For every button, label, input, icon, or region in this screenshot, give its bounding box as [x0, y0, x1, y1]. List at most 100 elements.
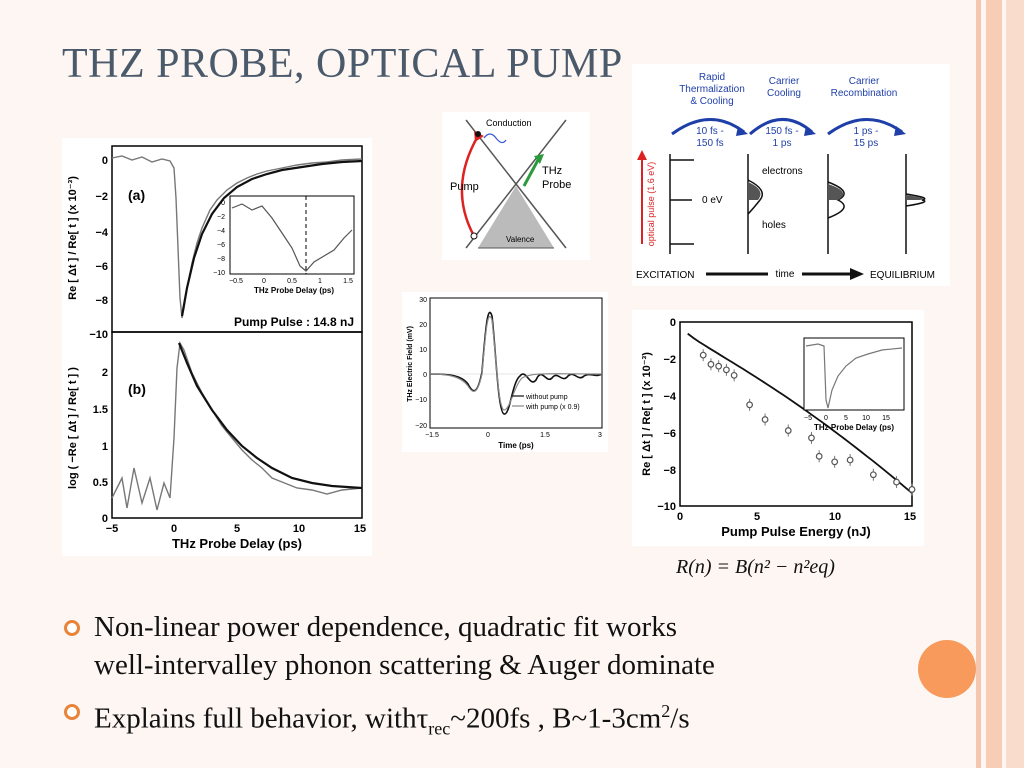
ytick-b: 0.5: [93, 477, 108, 489]
time1-line1: 10 fs -: [696, 126, 724, 137]
xtick: 0: [171, 523, 177, 535]
rate-equation: R(n) = B(n² − n²eq): [676, 556, 835, 578]
inset-ytick: −6: [217, 242, 225, 249]
ytick-b: 1.5: [93, 404, 108, 416]
xtick: 0: [677, 511, 683, 523]
data-point: [808, 434, 815, 442]
inset-ytick: −8: [217, 256, 225, 263]
probe-label-2: Probe: [542, 179, 571, 191]
ytick: 0: [423, 372, 427, 379]
data-point: [730, 371, 738, 379]
xtick: 0: [486, 432, 490, 439]
bullet-text-line: Non-linear power dependence, quadratic f…: [94, 611, 677, 643]
stage2-line1: Carrier: [769, 76, 800, 87]
time3-line2: 15 ps: [854, 138, 878, 149]
stage1-line2: Thermalization: [679, 84, 745, 95]
ylabel: THz Electric Field (mV): [407, 326, 414, 402]
time2-line2: 1 ps: [773, 138, 792, 149]
inset-ytick: −4: [217, 228, 225, 235]
inset-xtick: 0.5: [287, 278, 297, 285]
ytick-b: 1: [102, 441, 108, 453]
data-point: [746, 401, 753, 409]
inset-xtick: 1.5: [343, 278, 353, 285]
inset-xlabel: THz Probe Delay (ps): [254, 286, 334, 295]
time3-line1: 1 ps -: [853, 126, 878, 137]
bullet-icon: [64, 704, 80, 720]
ytick: −2: [663, 354, 676, 366]
holes-label: holes: [762, 220, 786, 231]
xtick: 5: [234, 523, 240, 535]
unit-superscript: 2: [661, 701, 671, 721]
data-point: [869, 471, 877, 479]
ylabel: Re [ Δt ] / Re[ t ] (x 10⁻³): [641, 352, 653, 476]
fit-curve: [687, 332, 913, 494]
data-point: [784, 427, 792, 434]
xtick: 15: [354, 523, 366, 535]
legend-without-pump: without pump: [525, 394, 568, 401]
ytick-a: −2: [95, 191, 108, 203]
inset-ytick: 0: [221, 200, 225, 207]
ytick: −8: [663, 465, 676, 477]
ytick: −6: [663, 428, 676, 440]
pump-label: Pump: [450, 181, 479, 193]
ytick-a: 0: [102, 155, 108, 167]
ytick-b: 0: [102, 513, 108, 525]
bullet-icon: [64, 620, 80, 636]
ytick-a: −10: [89, 329, 108, 341]
probe-label-1: THz: [542, 165, 562, 177]
time1-line2: 150 fs: [696, 138, 723, 149]
page-title: THZ PROBE, OPTICAL PUMP: [62, 41, 623, 87]
panel-b-label: (b): [128, 381, 146, 397]
data-point: [831, 458, 839, 466]
excitation-label: EXCITATION: [636, 270, 695, 281]
inset-xtick: 5: [844, 415, 848, 422]
stage3-line1: Carrier: [849, 76, 880, 87]
energy-dependence-plot: −5 0 5 10 15 THz Probe Delay (ps) 0 −2 −…: [632, 310, 924, 546]
ytick: 30: [419, 297, 427, 304]
inset-xlabel: THz Probe Delay (ps): [814, 423, 894, 432]
panel-a-label: (a): [128, 187, 145, 203]
tau-subscript: rec: [428, 718, 451, 739]
figure-decay-traces: 0 −2 −4 −6 −8 −10 −0.5 0 0.5 1 1.5 THz P…: [62, 138, 372, 556]
stage1-line1: Rapid: [699, 72, 725, 83]
inset-xtick: −5: [804, 415, 812, 422]
ytick-b: 2: [102, 367, 108, 379]
data-point: [893, 478, 900, 486]
inset-xtick: 15: [882, 415, 890, 422]
stage2-line2: Cooling: [767, 88, 801, 99]
inset-ytick: −10: [213, 270, 225, 277]
inset-xtick: 0: [824, 415, 828, 422]
bullet-item: Non-linear power dependence, quadratic f…: [62, 608, 962, 684]
xtick: 3: [598, 432, 602, 439]
ylabel-a: Re [ Δt ] / Re[ t ] (x 10⁻³): [67, 176, 79, 300]
data-point: [715, 362, 723, 370]
inset-xtick: 0: [262, 278, 266, 285]
bullet-list: Non-linear power dependence, quadratic f…: [62, 608, 962, 755]
xlabel: Pump Pulse Energy (nJ): [721, 524, 871, 539]
ytick: 0: [670, 317, 676, 329]
inset-xtick: −0.5: [229, 278, 243, 285]
band-diagram: Conduction Valence Pump THz Probe: [442, 112, 590, 260]
bullet-text: ~200fs , B~1-3cm: [450, 702, 662, 735]
xtick: 10: [829, 511, 841, 523]
ytick: −20: [415, 423, 427, 430]
relaxation-schematic: Rapid Thermalization & Cooling Carrier C…: [632, 64, 950, 286]
data-point: [846, 456, 854, 464]
valence-label: Valence: [506, 235, 535, 244]
decorative-stripes: [976, 0, 1024, 768]
data-point: [707, 360, 715, 368]
time-label: time: [776, 269, 795, 280]
xtick: −1.5: [425, 432, 439, 439]
decorative-circle: [918, 640, 976, 698]
equilibrium-label: EQUILIBRIUM: [870, 270, 935, 281]
ytick: −10: [415, 397, 427, 404]
optical-pulse-label: optical pulse (1.6 eV): [646, 162, 656, 247]
time2-line1: 150 fs -: [765, 126, 798, 137]
data-point: [722, 366, 730, 374]
stage1-line3: & Cooling: [690, 96, 733, 107]
xtick: −5: [106, 523, 119, 535]
ytick: 20: [419, 322, 427, 329]
xlabel: Time (ps): [498, 441, 534, 450]
xtick: 10: [293, 523, 305, 535]
zero-ev-label: 0 eV: [702, 195, 723, 206]
